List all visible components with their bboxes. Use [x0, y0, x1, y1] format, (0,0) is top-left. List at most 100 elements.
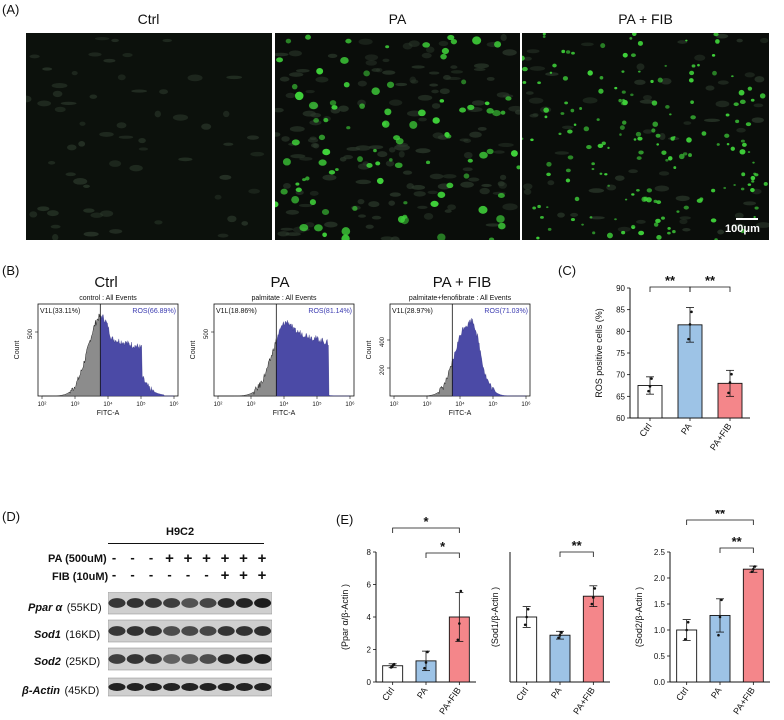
dim-cell	[432, 132, 444, 139]
blot-band	[144, 654, 162, 664]
fluorescent-cell	[638, 230, 645, 236]
fluorescent-cell	[295, 187, 302, 193]
x-tick-label: 10⁶	[169, 401, 179, 408]
fluorescent-cell	[699, 197, 704, 201]
fluorescent-cell	[597, 143, 604, 148]
fluorescent-cell	[497, 192, 505, 199]
x-tick-label: Ctrl	[637, 421, 653, 438]
fluorescent-cell	[711, 54, 716, 57]
fluorescent-cell	[697, 63, 700, 67]
dim-cell	[154, 110, 161, 118]
dim-cell	[502, 49, 517, 56]
blot-band	[199, 683, 217, 691]
band-mw-sod2: (25KD)	[65, 656, 101, 668]
fluorescent-cell	[565, 178, 571, 183]
dim-cell	[459, 138, 469, 142]
band-gene-sod1: Sod1	[34, 629, 61, 641]
dim-cell	[355, 179, 372, 185]
significance-stars: **	[705, 273, 716, 288]
dim-cell	[298, 203, 313, 208]
dim-cell	[309, 190, 319, 196]
dim-cell	[339, 156, 347, 162]
dim-cell	[561, 125, 574, 130]
fluorescent-cell	[437, 233, 446, 240]
fluorescent-cell	[345, 38, 352, 44]
dim-cell	[479, 187, 490, 195]
fluorescent-cell	[740, 187, 745, 191]
blot-band	[217, 683, 235, 691]
treatment-sign: -	[167, 567, 172, 582]
dim-cell	[79, 121, 86, 126]
dim-cell	[358, 214, 366, 218]
dim-cell	[223, 110, 230, 118]
fluorescent-cell	[522, 137, 524, 140]
dim-cell	[322, 174, 337, 181]
blot-band	[235, 654, 253, 664]
fluorescent-cell	[661, 216, 665, 220]
dim-cell	[614, 175, 625, 181]
blot-band	[181, 683, 199, 691]
dim-cell	[42, 67, 53, 71]
fluorescent-cell	[669, 113, 672, 116]
blot-band	[144, 626, 162, 636]
dim-cell	[388, 147, 396, 153]
dim-cell	[529, 66, 546, 71]
treatment-sign: -	[148, 567, 154, 582]
dim-cell	[498, 182, 508, 189]
fluorescent-cell	[552, 63, 557, 68]
y-tick-label: 0.5	[654, 652, 666, 661]
dim-cell	[311, 143, 318, 148]
dim-cell	[78, 141, 86, 147]
fluorescent-cell	[622, 52, 628, 58]
fluorescent-cell	[516, 165, 520, 170]
dim-cell	[60, 101, 77, 106]
fluorescent-cell	[606, 232, 613, 239]
dim-cell	[425, 46, 435, 53]
fluorescent-cell	[763, 181, 768, 186]
dim-cell	[473, 63, 490, 69]
blot-band	[217, 654, 235, 664]
fluorescent-cell	[537, 204, 541, 209]
dim-cell	[402, 170, 413, 175]
dim-cell	[717, 229, 725, 235]
dim-cell	[639, 99, 655, 104]
dim-cell	[660, 78, 672, 85]
fluorescent-cell	[591, 162, 595, 166]
significance-stars: **	[665, 273, 676, 288]
dim-cell	[302, 110, 316, 117]
ppar-bar-chart: 0 2 4 6 8 (Ppar α/β-Actin ) Ctrl PA PA+FIB * *	[340, 514, 476, 716]
data-point	[592, 596, 595, 599]
data-point	[557, 636, 560, 640]
fluorescent-cell	[305, 176, 310, 181]
fluorescent-cell	[667, 226, 671, 230]
dim-cell	[47, 210, 59, 217]
dim-cell	[429, 83, 439, 87]
blot-band	[235, 683, 253, 691]
blot-band	[181, 598, 199, 608]
micro-title-pa-fib: PA + FIB	[618, 11, 673, 27]
fluorescent-cell	[385, 45, 390, 49]
fluorescent-cell	[587, 70, 593, 76]
blot-band	[126, 683, 144, 691]
dim-cell	[138, 147, 149, 151]
treatment-sign: -	[148, 550, 154, 565]
x-tick-label: 10⁴	[103, 401, 113, 408]
dim-cell	[417, 205, 428, 210]
ros-population	[452, 318, 526, 397]
fluorescent-cell	[564, 101, 569, 105]
fluorescent-cell	[710, 218, 717, 223]
fluorescent-cell	[691, 64, 696, 68]
blot-band	[235, 598, 253, 608]
dim-cell	[364, 54, 379, 61]
y-axis-label: Count	[366, 341, 373, 360]
fluorescent-cell	[323, 117, 329, 123]
data-point	[750, 570, 754, 574]
band-mw-sod1: (16KD)	[65, 629, 101, 641]
dim-cell	[431, 89, 439, 94]
y-tick-label: 500	[204, 328, 210, 339]
dim-cell	[368, 145, 384, 150]
fluorescent-cell	[741, 172, 746, 177]
fluorescent-cell	[422, 42, 431, 48]
dim-cell	[219, 174, 232, 180]
dim-cell	[371, 68, 381, 72]
